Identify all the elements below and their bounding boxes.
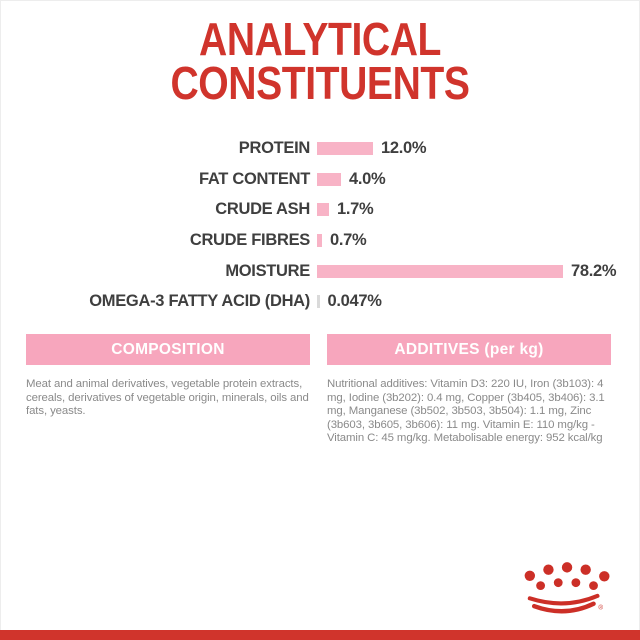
additives-text: Nutritional additives: Vitamin D3: 220 I…: [327, 378, 605, 445]
chart-row-value: 0.047%: [327, 292, 382, 311]
additives-header: ADDITIVES (per kg): [327, 334, 611, 365]
analytical-constituents-chart: PROTEIN 12.0% FAT CONTENT 4.0% CRUDE ASH…: [0, 133, 640, 317]
page-title: ANALYTICAL CONSTITUENTS: [48, 13, 592, 109]
chart-row-moisture: MOISTURE 78.2%: [0, 256, 640, 287]
chart-row-label: FAT CONTENT: [199, 169, 310, 188]
page-title-line1: ANALYTICAL: [199, 13, 441, 65]
chart-row-value: 1.7%: [337, 200, 374, 219]
additives-section: ADDITIVES (per kg) Nutritional additives…: [327, 334, 611, 446]
chart-row-label: CRUDE FIBRES: [189, 230, 310, 249]
chart-row-label: CRUDE ASH: [215, 200, 310, 219]
composition-text: Meat and animal derivatives, vegetable p…: [26, 378, 309, 418]
chart-row-label: OMEGA-3 FATTY ACID (DHA): [89, 292, 310, 311]
chart-row-label: PROTEIN: [238, 138, 311, 157]
composition-header: COMPOSITION: [26, 334, 310, 365]
chart-bar: [317, 203, 329, 217]
royal-canin-crown-logo-icon: ®: [524, 562, 610, 614]
chart-bar: [317, 295, 320, 309]
chart-row-value: 0.7%: [330, 230, 367, 249]
chart-row-value: 78.2%: [571, 261, 617, 280]
chart-row-value: 4.0%: [349, 169, 386, 188]
info-columns: COMPOSITION Meat and animal derivatives,…: [26, 334, 612, 446]
chart-bar: [317, 264, 563, 278]
registered-trademark-icon: ®: [598, 604, 603, 612]
chart-row-protein: PROTEIN 12.0%: [0, 133, 640, 164]
composition-section: COMPOSITION Meat and animal derivatives,…: [26, 334, 310, 446]
chart-row-value: 12.0%: [381, 138, 427, 157]
chart-row-omega3-dha: OMEGA-3 FATTY ACID (DHA) 0.047%: [0, 286, 640, 317]
page-title-line2: CONSTITUENTS: [170, 57, 470, 109]
chart-bar: [317, 233, 322, 247]
chart-row-fat-content: FAT CONTENT 4.0%: [0, 164, 640, 195]
bottom-accent-bar: [0, 630, 640, 640]
chart-row-label: MOISTURE: [225, 261, 310, 280]
chart-bar: [317, 141, 373, 155]
chart-row-crude-fibres: CRUDE FIBRES 0.7%: [0, 225, 640, 256]
chart-bar: [317, 172, 341, 186]
chart-row-crude-ash: CRUDE ASH 1.7%: [0, 194, 640, 225]
